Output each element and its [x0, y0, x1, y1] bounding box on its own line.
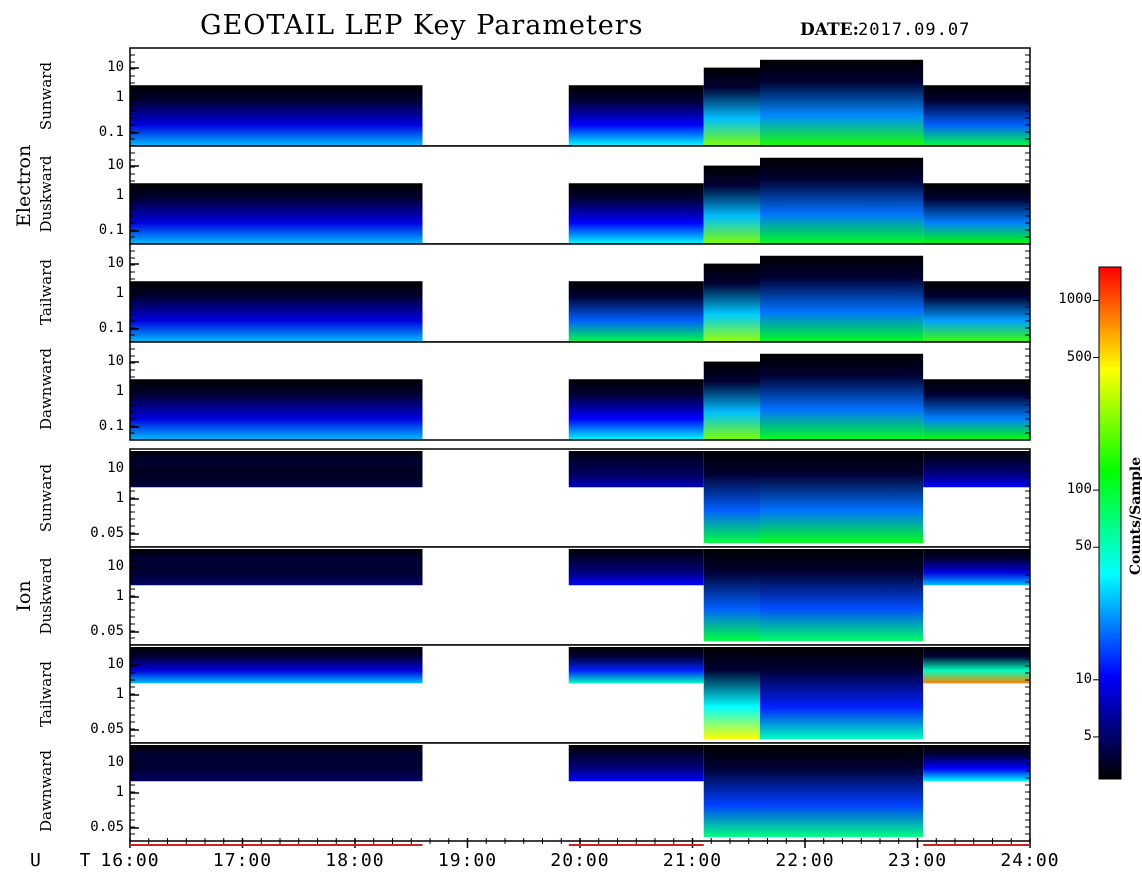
- panel-label: Sunward: [37, 463, 55, 533]
- spectrogram-segment: [130, 85, 423, 146]
- panel-label: Sunward: [37, 61, 55, 131]
- y-tick-label: 10: [107, 59, 124, 75]
- spectrogram-segment: [703, 549, 760, 641]
- x-tick-label: 20:00: [550, 850, 610, 871]
- spectrogram-segment: [760, 745, 924, 837]
- spectrogram-segment: [923, 183, 1030, 244]
- y-tick-label: 1: [115, 187, 124, 203]
- date-label: DATE:: [800, 20, 859, 40]
- spectrogram-segment: [568, 85, 704, 146]
- spectrogram-segment: [703, 451, 760, 543]
- y-tick-label: 1: [115, 285, 124, 301]
- y-tick-label: 0.1: [98, 222, 124, 238]
- spectrogram-segment: [760, 451, 924, 543]
- x-tick-label: 18:00: [325, 850, 385, 871]
- date-value: 2017.09.07: [858, 20, 971, 40]
- spectrogram-segment: [568, 745, 704, 782]
- panel-label: Tailward: [37, 661, 55, 727]
- colorbar-tick-label: 10: [1075, 670, 1092, 687]
- spectrogram-segment: [923, 745, 1030, 782]
- spectrogram-segment: [923, 451, 1030, 488]
- x-axis-label: U T: [30, 850, 105, 871]
- y-tick-label: 0.1: [98, 418, 124, 434]
- spectrogram-segment: [130, 549, 423, 586]
- colorbar-tick-label: 100: [1066, 481, 1092, 498]
- spectrogram-segment: [130, 281, 423, 342]
- x-tick-label: 16:00: [100, 850, 160, 871]
- y-tick-label: 10: [107, 656, 124, 672]
- y-tick-label: 10: [107, 157, 124, 173]
- spectrogram-segment: [568, 281, 704, 342]
- y-tick-label: 10: [107, 460, 124, 476]
- y-tick-label: 0.05: [90, 819, 124, 835]
- y-tick-label: 1: [115, 686, 124, 702]
- x-tick-label: 23:00: [887, 850, 948, 871]
- group-label-ion: Ion: [13, 580, 35, 612]
- spectrogram-segment: [703, 361, 760, 440]
- chart-title: GEOTAIL LEP Key Parameters: [200, 10, 644, 41]
- y-tick-label: 1: [115, 383, 124, 399]
- panel-label: Tailward: [37, 259, 55, 325]
- group-label-electron: Electron: [13, 144, 35, 227]
- y-tick-label: 0.1: [98, 320, 124, 336]
- spectrogram-segment: [130, 647, 423, 684]
- colorbar: [1098, 266, 1122, 780]
- spectrogram-segment: [760, 59, 924, 147]
- y-tick-label: 1: [115, 490, 124, 506]
- spectrogram-segment: [760, 647, 924, 739]
- x-tick-label: 19:00: [437, 850, 498, 871]
- spectrogram-segment: [703, 67, 760, 146]
- x-tick-label: 22:00: [775, 850, 835, 871]
- y-tick-label: 1: [115, 89, 124, 105]
- spectrogram-segment: [703, 745, 760, 837]
- spectrogram-segment: [760, 549, 924, 641]
- x-tick-label: 17:00: [212, 850, 273, 871]
- spectrogram-segment: [923, 647, 1030, 684]
- spectrogram-segment: [703, 263, 760, 342]
- y-tick-label: 1: [115, 784, 124, 800]
- spectrogram-segment: [568, 451, 704, 488]
- y-tick-label: 0.05: [90, 721, 124, 737]
- spectrogram-segment: [703, 647, 760, 739]
- spectrogram-segment: [923, 281, 1030, 342]
- spectrogram-segment: [130, 451, 423, 488]
- spectrogram-segment: [568, 549, 704, 586]
- colorbar-tick-label: 5: [1083, 727, 1092, 744]
- y-tick-label: 0.1: [98, 124, 124, 140]
- colorbar-tick-label: 500: [1066, 348, 1092, 365]
- y-tick-label: 10: [107, 353, 124, 369]
- y-tick-label: 1: [115, 588, 124, 604]
- spectrogram-segment: [130, 745, 423, 782]
- spectrogram-segment: [568, 183, 704, 244]
- y-tick-label: 0.05: [90, 525, 124, 541]
- spectrogram-segment: [130, 379, 423, 440]
- colorbar-label: Counts/Sample: [1128, 456, 1142, 576]
- spectrogram-segment: [568, 379, 704, 440]
- x-tick-label: 24:00: [1000, 850, 1060, 871]
- panel-label: Duskward: [37, 557, 55, 635]
- colorbar-tick-label: 1000: [1058, 291, 1092, 308]
- x-tick-label: 21:00: [662, 850, 723, 871]
- spectrogram-segment: [760, 255, 924, 342]
- y-tick-label: 0.05: [90, 623, 124, 639]
- spectrogram-segment: [703, 165, 760, 244]
- spectrogram-segment: [568, 647, 704, 684]
- y-tick-label: 10: [107, 558, 124, 574]
- spectrogram-segment: [923, 549, 1030, 586]
- spectrogram-segment: [923, 379, 1030, 440]
- panel-label: Dawnward: [37, 347, 55, 430]
- y-tick-label: 10: [107, 754, 124, 770]
- panel-label: Dawnward: [37, 749, 55, 832]
- spectrogram-segment: [923, 85, 1030, 146]
- colorbar-tick-label: 50: [1075, 538, 1092, 555]
- y-tick-label: 10: [107, 255, 124, 271]
- panel-label: Duskward: [37, 155, 55, 233]
- spectrogram-segment: [760, 157, 924, 244]
- spectrogram-segment: [130, 183, 423, 244]
- spectrogram-segment: [760, 353, 924, 440]
